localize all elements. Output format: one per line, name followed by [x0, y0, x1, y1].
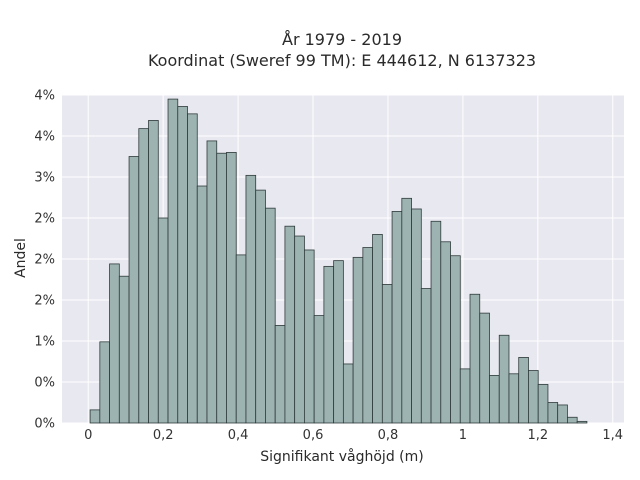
histogram-bar — [576, 420, 588, 424]
histogram-bars — [89, 98, 588, 424]
histogram-bar — [313, 315, 325, 424]
histogram-bar — [459, 368, 471, 424]
histogram-bar — [157, 217, 169, 424]
histogram-bar — [381, 284, 393, 424]
y-tick-label: 2% — [34, 253, 55, 268]
histogram-bar — [557, 404, 568, 424]
x-tick-label: 1,4 — [602, 428, 623, 443]
histogram-bar — [440, 241, 451, 424]
histogram-bar — [391, 211, 403, 424]
histogram-bar — [479, 312, 490, 424]
histogram-bar — [226, 151, 237, 424]
histogram-bar — [498, 334, 510, 424]
histogram-bar — [255, 189, 266, 424]
histogram-bar — [99, 341, 110, 424]
histogram-bar — [89, 409, 101, 424]
histogram-bar — [284, 225, 296, 424]
histogram-bar — [430, 220, 442, 424]
histogram-bar — [294, 235, 305, 424]
histogram-bar — [352, 256, 364, 424]
x-tick-label: 0,2 — [153, 428, 174, 443]
x-tick-label: 1 — [459, 428, 467, 443]
histogram-bar — [450, 255, 461, 424]
histogram-bar — [537, 384, 549, 424]
x-tick-label: 0,6 — [303, 428, 324, 443]
histogram-bar — [304, 249, 315, 424]
histogram-bar — [323, 265, 335, 424]
x-tick-label: 0 — [84, 428, 92, 443]
histogram-bar — [196, 185, 208, 424]
y-axis-ticks: 0% 0% 1% 2% 2% 2% 3% 4% 4% — [34, 89, 55, 432]
y-tick-label: 0% — [34, 376, 55, 391]
histogram-bar — [167, 98, 179, 424]
histogram-bar — [420, 288, 432, 424]
y-tick-label: 2% — [34, 294, 55, 309]
x-axis-ticks: 0 0,2 0,4 0,6 0,8 1 1,2 1,4 — [84, 428, 623, 443]
x-tick-label: 0,8 — [378, 428, 399, 443]
histogram-bar — [216, 152, 227, 424]
histogram-bar — [469, 293, 481, 424]
histogram-bar — [128, 156, 140, 424]
histogram-bar — [401, 197, 412, 424]
y-tick-label: 1% — [34, 335, 55, 350]
y-tick-label: 3% — [34, 171, 55, 186]
histogram-bar — [274, 325, 286, 424]
histogram-bar — [567, 416, 578, 424]
histogram-bar — [187, 113, 198, 424]
chart-title: År 1979 - 2019 — [282, 30, 402, 49]
histogram-bar — [372, 233, 383, 424]
histogram-bar — [411, 208, 422, 424]
histogram-bar — [109, 263, 120, 424]
histogram-bar — [508, 373, 520, 424]
chart-subtitle: Koordinat (Sweref 99 TM): E 444612, N 61… — [148, 51, 536, 70]
histogram-bar — [528, 370, 539, 424]
histogram-bar — [362, 247, 373, 424]
y-tick-label: 0% — [34, 417, 55, 432]
x-tick-label: 1,2 — [527, 428, 548, 443]
y-tick-label: 4% — [34, 89, 55, 104]
histogram-bar — [118, 275, 130, 424]
histogram-bar — [245, 174, 257, 424]
histogram-bar — [518, 356, 529, 424]
histogram-bar — [265, 207, 276, 424]
histogram-bar — [547, 402, 559, 424]
histogram-bar — [333, 260, 344, 424]
x-tick-label: 0,4 — [228, 428, 249, 443]
histogram-bar — [206, 140, 218, 424]
histogram-bar — [148, 120, 159, 424]
x-axis-label: Signifikant våghöjd (m) — [260, 448, 423, 465]
histogram-bar — [235, 254, 247, 424]
histogram-bar — [138, 128, 149, 424]
histogram-bar — [489, 375, 500, 424]
y-tick-label: 2% — [34, 212, 55, 227]
histogram-bar — [177, 106, 188, 424]
y-axis-label: Andel — [13, 238, 29, 278]
y-tick-label: 4% — [34, 130, 55, 145]
histogram-bar — [342, 363, 354, 424]
